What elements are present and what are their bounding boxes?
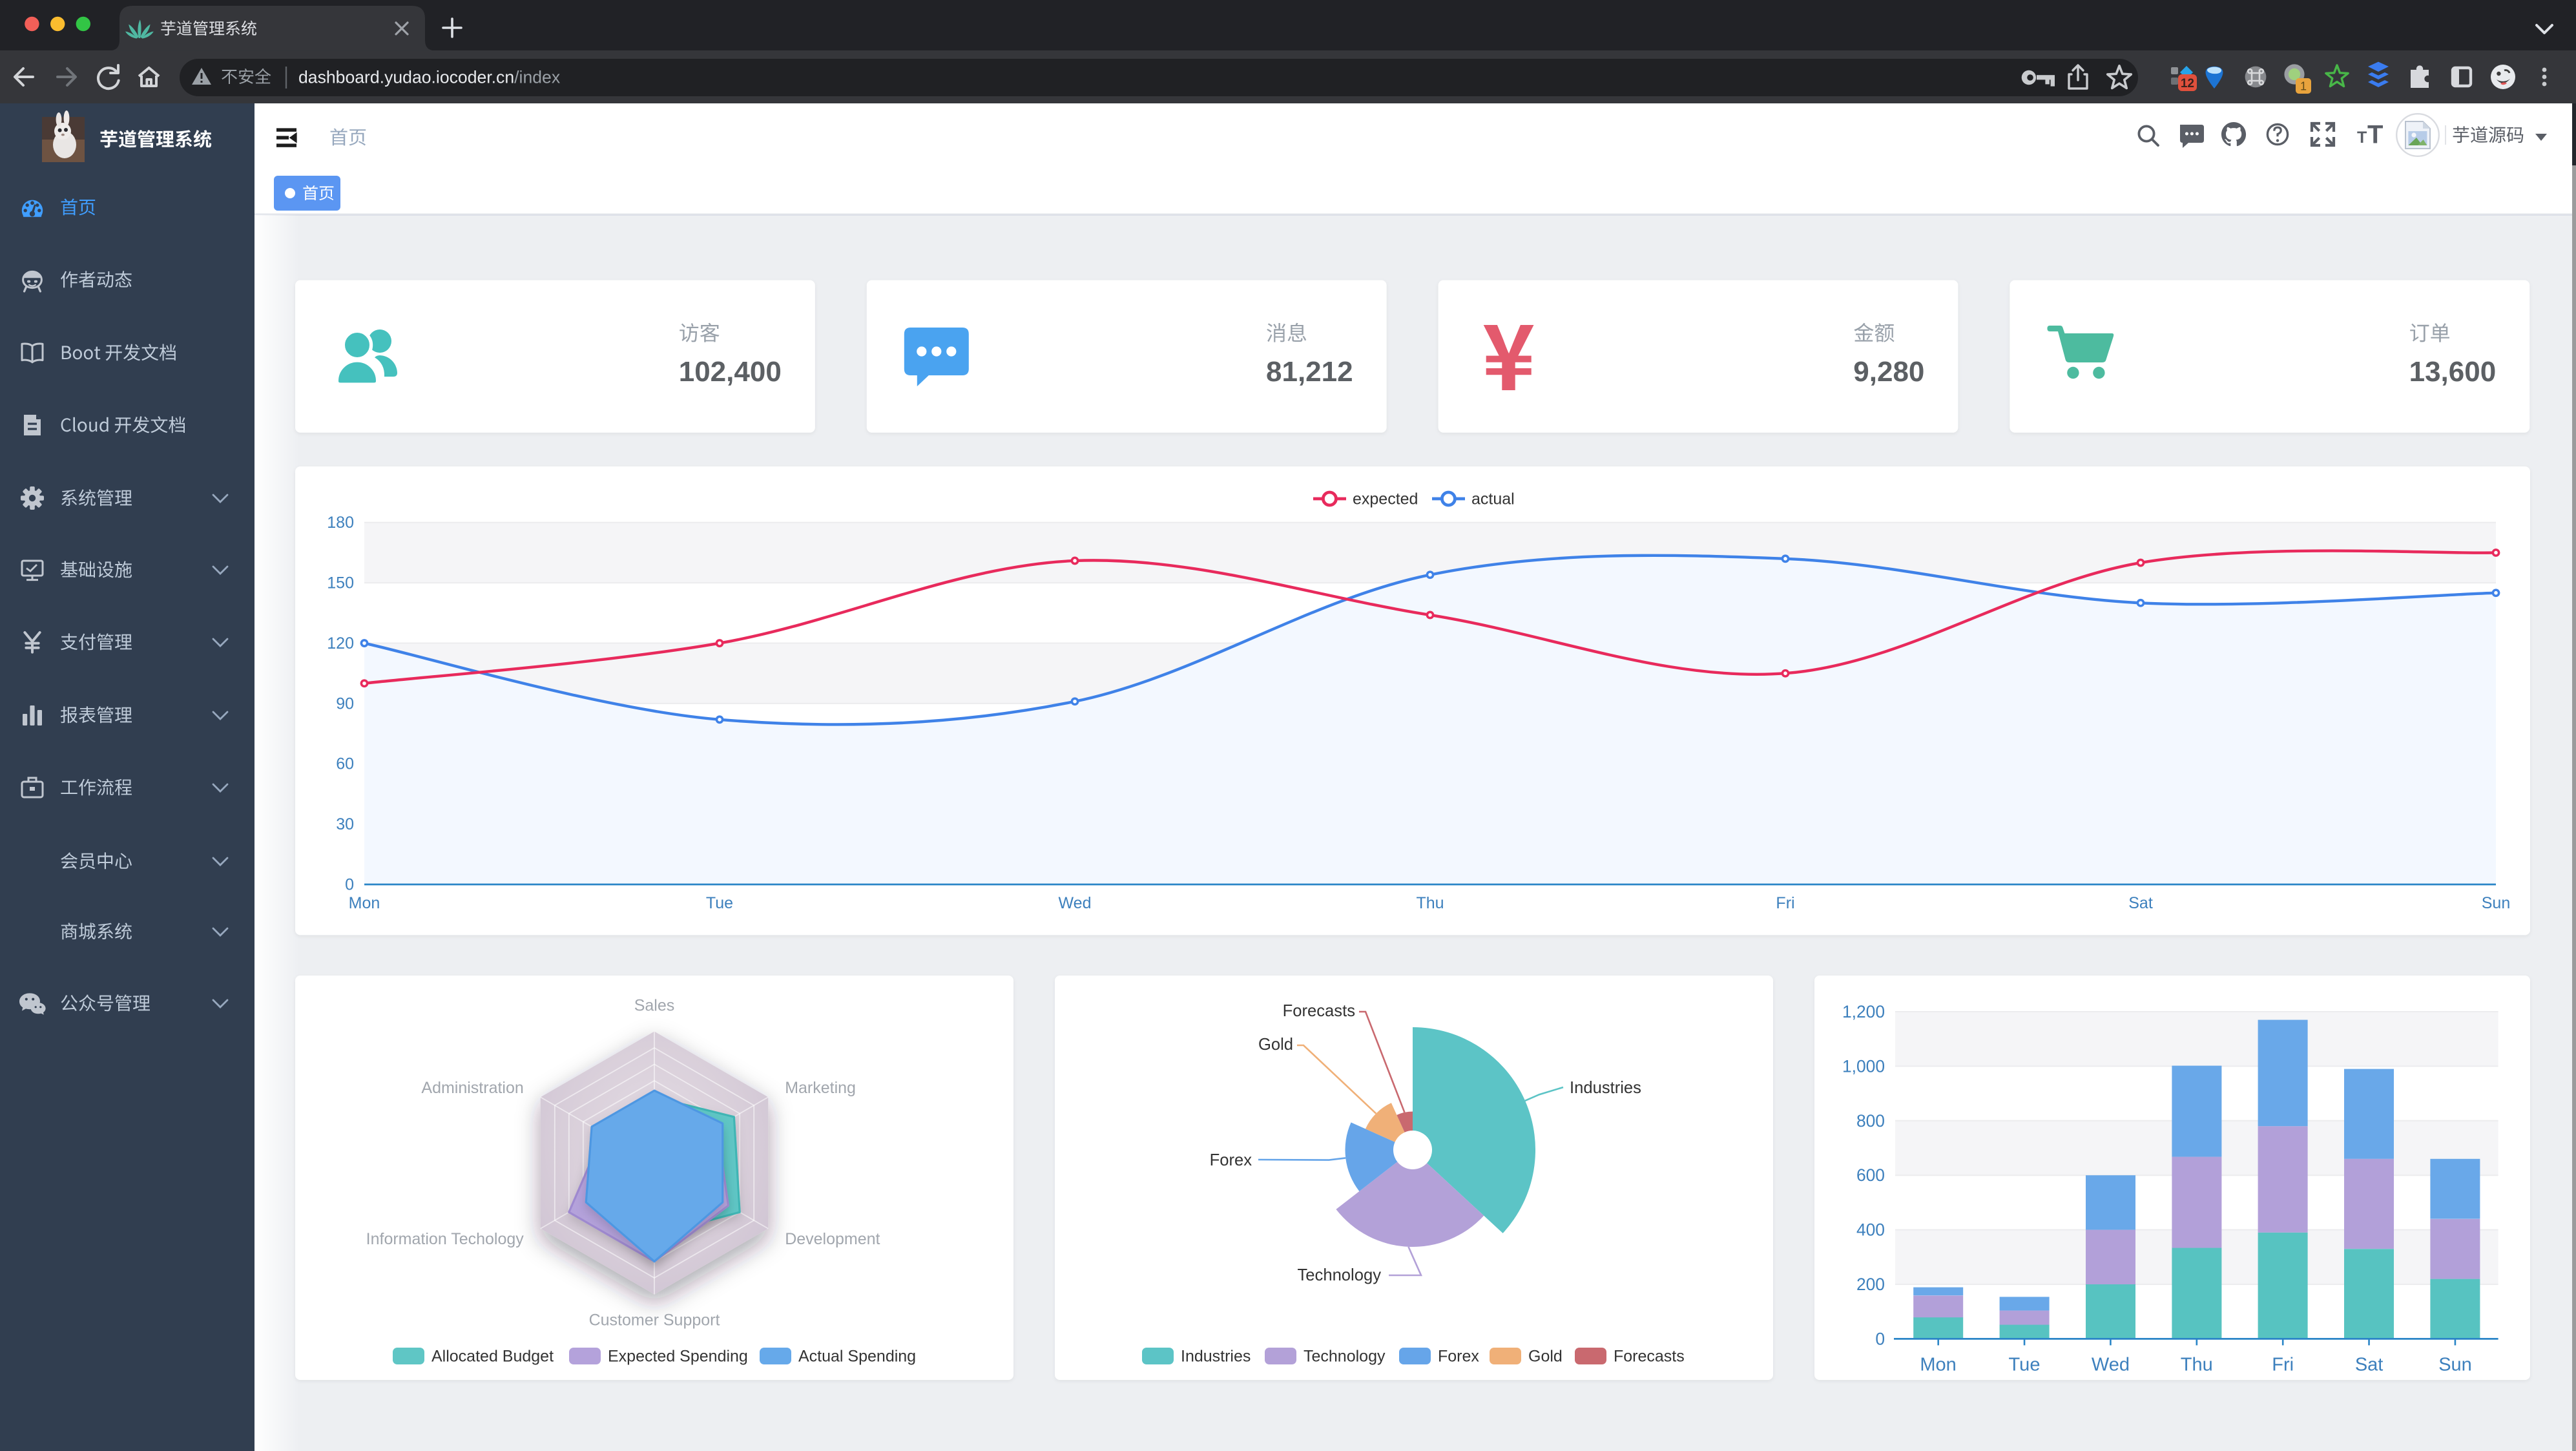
svg-text:Expected Spending: Expected Spending xyxy=(608,1348,748,1366)
svg-text:1: 1 xyxy=(2300,80,2307,93)
svg-text:12: 12 xyxy=(2181,77,2194,90)
svg-text:T: T xyxy=(2357,129,2367,147)
svg-text:Gold: Gold xyxy=(1528,1348,1563,1366)
svg-text:Sun: Sun xyxy=(2438,1354,2472,1375)
svg-text:Actual Spending: Actual Spending xyxy=(798,1348,916,1366)
svg-text:102,400: 102,400 xyxy=(679,356,782,388)
svg-text:Thu: Thu xyxy=(2181,1354,2213,1375)
svg-text:Mon: Mon xyxy=(349,894,380,912)
svg-text:Allocated Budget: Allocated Budget xyxy=(431,1348,554,1366)
svg-text:Forex: Forex xyxy=(1438,1348,1479,1366)
svg-text:Sat: Sat xyxy=(2355,1354,2384,1375)
svg-text:Sun: Sun xyxy=(2482,894,2510,912)
svg-text:Information Techology: Information Techology xyxy=(366,1230,525,1248)
svg-text:expected: expected xyxy=(1353,490,1418,508)
svg-text:600: 600 xyxy=(1856,1165,1885,1185)
svg-text:T: T xyxy=(2367,121,2383,149)
svg-text:Marketing: Marketing xyxy=(785,1079,856,1097)
svg-text:Industries: Industries xyxy=(1181,1348,1251,1366)
svg-text:Technology: Technology xyxy=(1304,1348,1386,1366)
svg-text:Wed: Wed xyxy=(1059,894,1092,912)
svg-text:30: 30 xyxy=(336,815,354,833)
svg-text:9,280: 9,280 xyxy=(1853,356,1924,388)
svg-text:13,600: 13,600 xyxy=(2409,356,2497,388)
svg-text:Sales: Sales xyxy=(634,996,675,1014)
svg-text:90: 90 xyxy=(336,694,354,713)
svg-text:150: 150 xyxy=(327,574,354,592)
svg-text:0: 0 xyxy=(345,875,354,893)
svg-text:200: 200 xyxy=(1856,1275,1885,1294)
svg-text:dashboard.yudao.iocoder.cn/ind: dashboard.yudao.iocoder.cn/index xyxy=(298,68,561,87)
svg-text:Thu: Thu xyxy=(1416,894,1444,912)
svg-text:60: 60 xyxy=(336,755,354,773)
svg-text:Forecasts: Forecasts xyxy=(1283,1002,1355,1020)
svg-text:800: 800 xyxy=(1856,1111,1885,1131)
svg-text:Administration: Administration xyxy=(421,1079,523,1097)
svg-text:Wed: Wed xyxy=(2092,1354,2130,1375)
svg-text:Tue: Tue xyxy=(2009,1354,2041,1375)
svg-text:Industries: Industries xyxy=(1570,1079,1641,1097)
svg-text:actual: actual xyxy=(1471,490,1515,508)
svg-text:Forex: Forex xyxy=(1210,1151,1252,1169)
svg-text:Fri: Fri xyxy=(1776,894,1794,912)
svg-text:400: 400 xyxy=(1856,1220,1885,1240)
svg-text:1,200: 1,200 xyxy=(1842,1002,1885,1021)
svg-text:81,212: 81,212 xyxy=(1266,356,1353,388)
svg-text:Sat: Sat xyxy=(2128,894,2153,912)
svg-text:Tue: Tue xyxy=(706,894,733,912)
svg-text:1,000: 1,000 xyxy=(1842,1056,1885,1076)
svg-text:Mon: Mon xyxy=(1920,1354,1956,1375)
svg-text:180: 180 xyxy=(327,514,354,532)
svg-text:Fri: Fri xyxy=(2272,1354,2294,1375)
svg-text:Forecasts: Forecasts xyxy=(1614,1348,1685,1366)
svg-text:0: 0 xyxy=(1875,1329,1885,1348)
svg-text:Technology: Technology xyxy=(1298,1266,1382,1284)
svg-text:120: 120 xyxy=(327,634,354,652)
svg-text:Gold: Gold xyxy=(1258,1036,1293,1054)
svg-text:Development: Development xyxy=(785,1230,880,1248)
svg-text:Customer Support: Customer Support xyxy=(589,1311,720,1330)
